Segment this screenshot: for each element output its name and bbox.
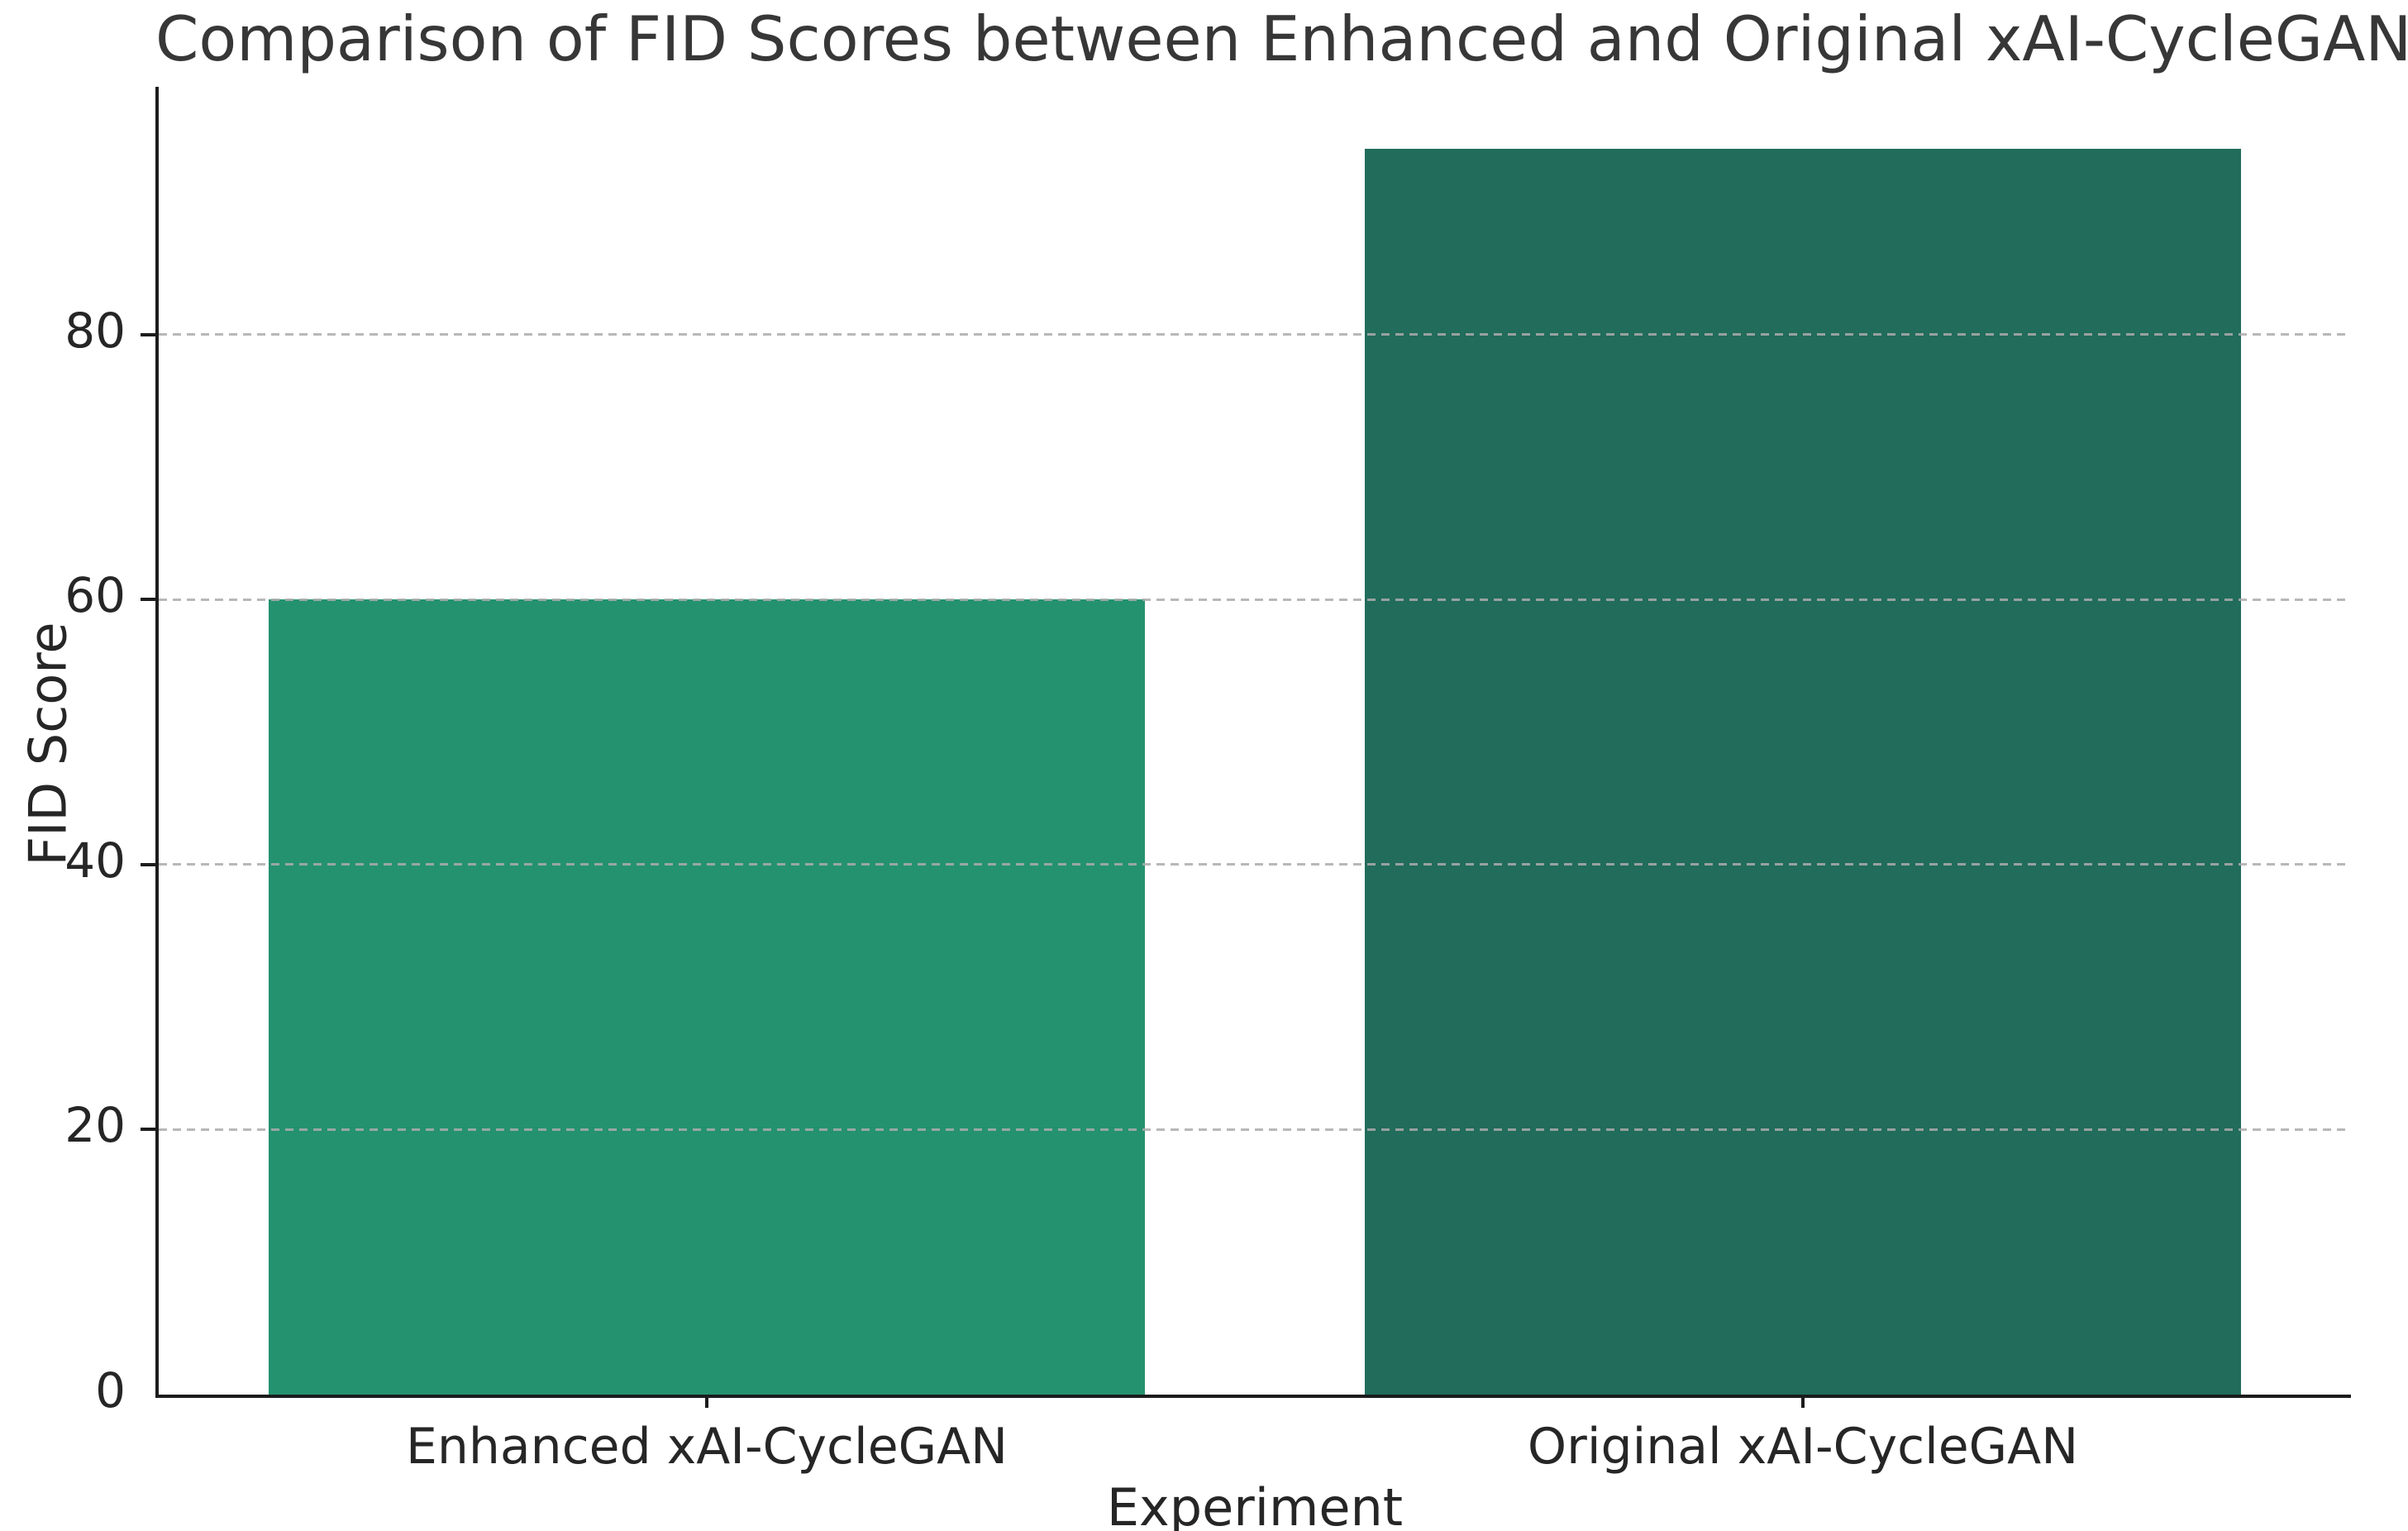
y-tick-mark [141,1128,155,1132]
gridline-y-20 [159,1128,2351,1131]
gridline-y-40 [159,863,2351,866]
x-axis-label: Experiment [1106,1477,1404,1531]
bar-original-xai-cyclegan [1364,149,2242,1395]
y-tick-mark [141,332,155,336]
y-tick-label: 0 [95,1362,126,1419]
y-tick-mark [141,862,155,866]
x-tick-mark [705,1395,708,1408]
x-tick-label: Enhanced xAI-CycleGAN [405,1418,1008,1476]
chart-title: Comparison of FID Scores between Enhance… [155,2,2408,75]
gridline-y-60 [159,598,2351,601]
x-tick-label: Original xAI-CycleGAN [1527,1418,2079,1476]
y-tick-label: 20 [64,1097,126,1154]
plot-area: Experiment Enhanced xAI-CycleGAN Original… [64,87,2351,1531]
y-tick-label: 80 [64,302,126,359]
y-axis-label: FID Score [17,622,79,866]
bar-enhanced-xai-cyclegan [268,599,1146,1395]
x-tick-mark [1801,1395,1805,1408]
y-tick-label: 40 [64,832,126,889]
y-tick-mark [141,598,155,602]
y-tick-label: 60 [64,567,126,624]
gridline-y-80 [159,333,2351,336]
